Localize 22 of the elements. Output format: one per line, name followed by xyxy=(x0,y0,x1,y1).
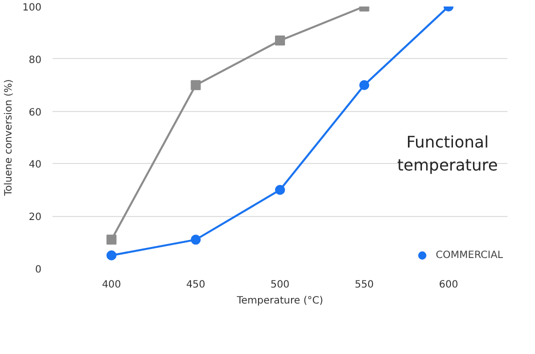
y-axis-title: Toluene conversion (%) xyxy=(3,79,14,197)
y-tick-label: 0 xyxy=(35,264,42,276)
point xyxy=(275,184,285,195)
y-tick-label: 20 xyxy=(28,212,42,224)
y-tick-label: 80 xyxy=(28,54,42,66)
y-tick-label: 40 xyxy=(28,160,42,171)
x-tick-label: 450 xyxy=(186,280,206,290)
x-tick-label: 500 xyxy=(270,280,290,290)
point xyxy=(106,234,116,245)
point xyxy=(190,234,201,245)
legend-label: COMMERCIAL xyxy=(436,250,503,260)
x-tick-label: 600 xyxy=(438,280,458,290)
y-tick-label: 60 xyxy=(28,107,42,118)
point xyxy=(190,80,201,90)
x-tick-label: 400 xyxy=(102,280,122,290)
point xyxy=(359,80,370,90)
x-axis-title: Temperature (°C) xyxy=(236,296,324,306)
point xyxy=(106,250,116,260)
x-tick-label: 550 xyxy=(354,280,374,290)
point xyxy=(275,36,285,46)
y-tick-label: 100 xyxy=(22,2,42,14)
annotation: Functional temperature xyxy=(397,132,498,174)
